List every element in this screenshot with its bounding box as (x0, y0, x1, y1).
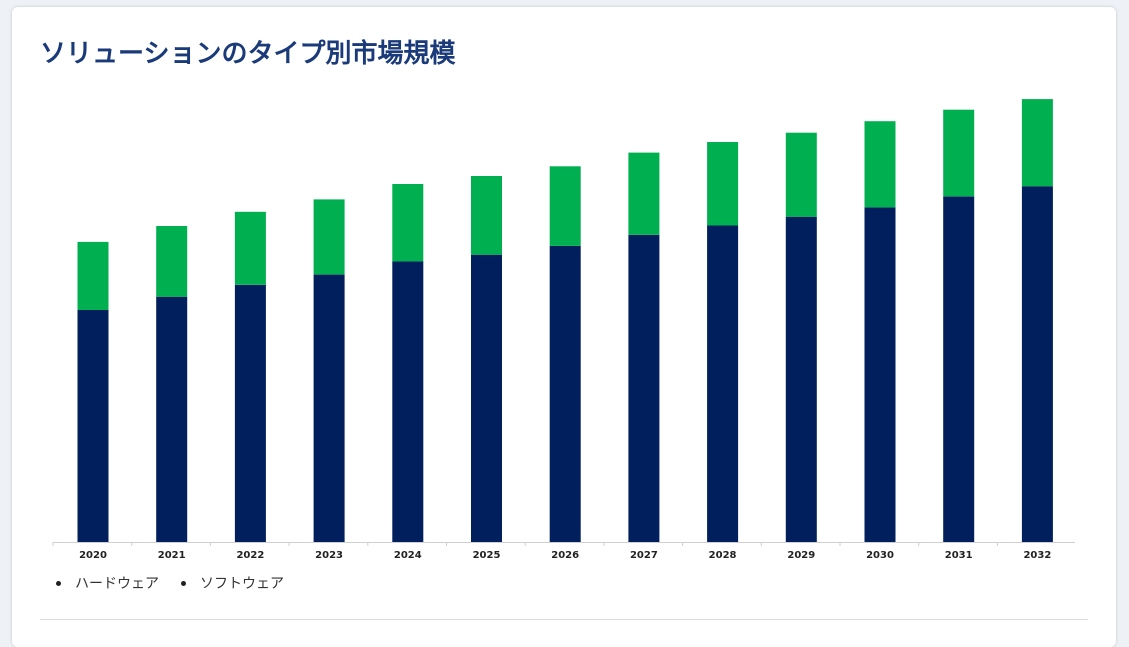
bar-hardware-2032[interactable] (1021, 186, 1053, 542)
x-tick-label: 2025 (473, 550, 501, 561)
bar-hardware-2021[interactable] (156, 296, 188, 542)
stacked-bar-chart: 2020 2021 2022 2023 2024 2025 2026 2027 2028 2029… (52, 99, 1075, 561)
legend-label-hardware: ハードウェア (75, 576, 159, 592)
x-tick-label: 2024 (394, 550, 422, 561)
bar-hardware-2020[interactable] (77, 309, 109, 542)
bar-software-2032[interactable] (1021, 99, 1053, 187)
bar-software-2020[interactable] (77, 241, 109, 310)
legend-label-software: ソフトウェア (200, 576, 284, 592)
bar-hardware-2027[interactable] (628, 234, 660, 543)
x-tick-label: 2026 (551, 550, 579, 561)
bar-hardware-2022[interactable] (234, 284, 266, 542)
bar-software-2023[interactable] (313, 199, 345, 275)
page-title: ソリューションのタイプ別市場規模 (40, 39, 456, 69)
bar-software-2024[interactable] (392, 184, 424, 262)
bar-software-2027[interactable] (628, 152, 660, 235)
bar-software-2029[interactable] (785, 132, 817, 217)
bar-software-2026[interactable] (549, 166, 581, 246)
x-tick-label: 2027 (630, 550, 658, 561)
bar-software-2031[interactable] (943, 109, 975, 197)
x-tick-label: 2031 (945, 550, 973, 561)
divider (40, 619, 1088, 620)
bar-hardware-2029[interactable] (785, 216, 817, 542)
bar-software-2028[interactable] (707, 142, 739, 226)
bar-hardware-2024[interactable] (392, 261, 424, 542)
bar-software-2022[interactable] (234, 211, 266, 285)
legend: ハードウェア ソフトウェア (56, 573, 306, 593)
x-tick-label: 2023 (315, 550, 343, 561)
bar-software-2030[interactable] (864, 121, 896, 208)
x-tick-label: 2030 (866, 550, 894, 561)
bar-hardware-2030[interactable] (864, 207, 896, 542)
bar-software-2025[interactable] (471, 176, 502, 255)
bar-software-2021[interactable] (156, 226, 188, 297)
x-tick-label: 2028 (709, 550, 737, 561)
x-tick-label: 2029 (787, 550, 815, 561)
x-tick-label: 2032 (1023, 550, 1051, 561)
x-tick-label: 2022 (236, 550, 264, 561)
legend-item-hardware[interactable]: ハードウェア (56, 573, 159, 593)
legend-item-software[interactable]: ソフトウェア (181, 573, 284, 593)
legend-bullet (181, 580, 186, 586)
bar-hardware-2023[interactable] (313, 274, 345, 542)
legend-bullet (56, 580, 61, 586)
bar-hardware-2026[interactable] (549, 245, 581, 542)
bar-hardware-2031[interactable] (943, 196, 975, 542)
x-tick-label: 2020 (79, 550, 107, 561)
bar-hardware-2028[interactable] (707, 225, 739, 543)
x-tick-label: 2021 (158, 550, 186, 561)
bar-hardware-2025[interactable] (471, 254, 502, 542)
